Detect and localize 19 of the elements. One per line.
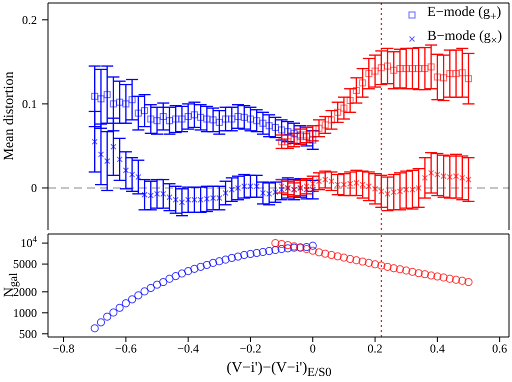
y-tick-label: 5000 <box>13 257 37 272</box>
x-tick-label: −0.6 <box>114 342 137 356</box>
x-tick-label: 0.6 <box>492 342 508 356</box>
y-axis-title: Mean distortion <box>2 71 18 161</box>
y-tick-label: 0.2 <box>22 12 37 27</box>
y-tick-label: 0 <box>31 180 37 195</box>
y-tick-label: 10$^{4}$ <box>20 234 38 250</box>
legend-label: B−mode (g$_{×}$) <box>427 28 502 49</box>
y-tick-label: 0.1 <box>22 96 37 111</box>
x-tick-label: −0.8 <box>52 342 74 356</box>
y-tick-label: 500 <box>19 326 37 341</box>
x-tick-label: 0.2 <box>368 342 383 356</box>
x-tick-label: −0.4 <box>177 342 200 356</box>
x-axis-title: (V−i')−(V−i')$_{E/S0}$ <box>225 360 333 380</box>
x-tick-label: 0 <box>310 342 316 356</box>
x-tick-label: 0.4 <box>430 342 445 356</box>
x-tick-label: −0.2 <box>240 342 262 356</box>
y-tick-label: 1000 <box>13 306 37 320</box>
legend-label: E−mode (g$_{+}$) <box>427 4 502 25</box>
